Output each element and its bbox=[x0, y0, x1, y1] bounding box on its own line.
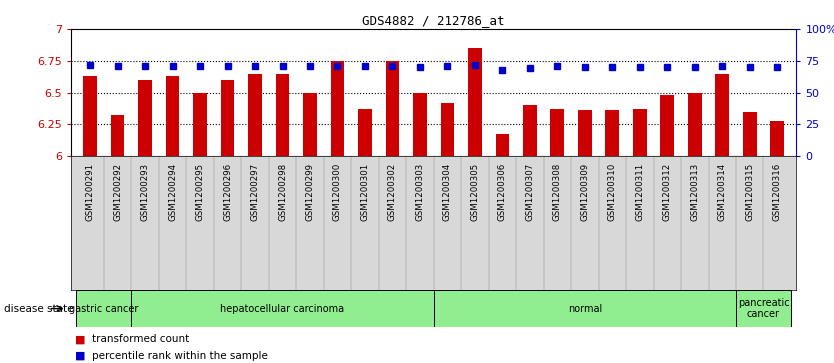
Bar bbox=[131, 290, 434, 327]
Text: GSM1200314: GSM1200314 bbox=[718, 163, 726, 221]
Text: GSM1200316: GSM1200316 bbox=[773, 163, 781, 221]
Bar bbox=[523, 105, 537, 156]
Bar bbox=[249, 73, 262, 156]
Bar bbox=[385, 61, 399, 156]
Text: GSM1200300: GSM1200300 bbox=[333, 163, 342, 221]
Bar bbox=[743, 112, 756, 156]
Bar bbox=[193, 93, 207, 156]
Bar bbox=[468, 48, 482, 156]
Text: GSM1200304: GSM1200304 bbox=[443, 163, 452, 221]
Text: GDS4882 / 212786_at: GDS4882 / 212786_at bbox=[363, 15, 505, 28]
Bar bbox=[358, 109, 372, 156]
Text: GSM1200296: GSM1200296 bbox=[223, 163, 232, 221]
Bar bbox=[413, 93, 427, 156]
Text: hepatocellular carcinoma: hepatocellular carcinoma bbox=[220, 303, 344, 314]
Text: disease state: disease state bbox=[4, 303, 73, 314]
Text: GSM1200306: GSM1200306 bbox=[498, 163, 507, 221]
Text: GSM1200293: GSM1200293 bbox=[141, 163, 149, 221]
Bar bbox=[771, 121, 784, 156]
Bar bbox=[303, 93, 317, 156]
Text: GSM1200295: GSM1200295 bbox=[195, 163, 204, 221]
Text: GSM1200311: GSM1200311 bbox=[636, 163, 645, 221]
Text: GSM1200292: GSM1200292 bbox=[113, 163, 122, 221]
Bar bbox=[111, 115, 124, 156]
Text: GSM1200298: GSM1200298 bbox=[278, 163, 287, 221]
Text: GSM1200291: GSM1200291 bbox=[86, 163, 94, 221]
Bar bbox=[605, 110, 619, 156]
Text: normal: normal bbox=[568, 303, 602, 314]
Text: ■: ■ bbox=[75, 334, 86, 344]
Text: GSM1200294: GSM1200294 bbox=[168, 163, 177, 221]
Text: GSM1200312: GSM1200312 bbox=[663, 163, 672, 221]
Bar bbox=[495, 135, 510, 156]
Bar bbox=[440, 103, 455, 156]
Text: GSM1200310: GSM1200310 bbox=[608, 163, 617, 221]
Text: GSM1200301: GSM1200301 bbox=[360, 163, 369, 221]
Bar bbox=[77, 290, 131, 327]
Text: GSM1200308: GSM1200308 bbox=[553, 163, 562, 221]
Text: GSM1200303: GSM1200303 bbox=[415, 163, 425, 221]
Text: pancreatic
cancer: pancreatic cancer bbox=[738, 298, 789, 319]
Text: GSM1200305: GSM1200305 bbox=[470, 163, 480, 221]
Text: GSM1200297: GSM1200297 bbox=[250, 163, 259, 221]
Text: GSM1200299: GSM1200299 bbox=[305, 163, 314, 221]
Text: ■: ■ bbox=[75, 351, 86, 361]
Bar bbox=[688, 93, 701, 156]
Bar bbox=[578, 110, 591, 156]
Bar bbox=[661, 95, 674, 156]
Bar bbox=[434, 290, 736, 327]
Text: percentile rank within the sample: percentile rank within the sample bbox=[92, 351, 268, 361]
Text: transformed count: transformed count bbox=[92, 334, 189, 344]
Bar bbox=[330, 61, 344, 156]
Text: GSM1200313: GSM1200313 bbox=[691, 163, 699, 221]
Text: gastric cancer: gastric cancer bbox=[69, 303, 138, 314]
Bar bbox=[276, 73, 289, 156]
Bar bbox=[138, 80, 152, 156]
Bar bbox=[716, 73, 729, 156]
Text: GSM1200302: GSM1200302 bbox=[388, 163, 397, 221]
Text: GSM1200307: GSM1200307 bbox=[525, 163, 535, 221]
Bar bbox=[221, 80, 234, 156]
Text: GSM1200315: GSM1200315 bbox=[746, 163, 754, 221]
Bar bbox=[166, 76, 179, 156]
Bar bbox=[83, 76, 97, 156]
Bar bbox=[550, 109, 565, 156]
Text: GSM1200309: GSM1200309 bbox=[580, 163, 590, 221]
Bar bbox=[633, 109, 646, 156]
Bar bbox=[736, 290, 791, 327]
